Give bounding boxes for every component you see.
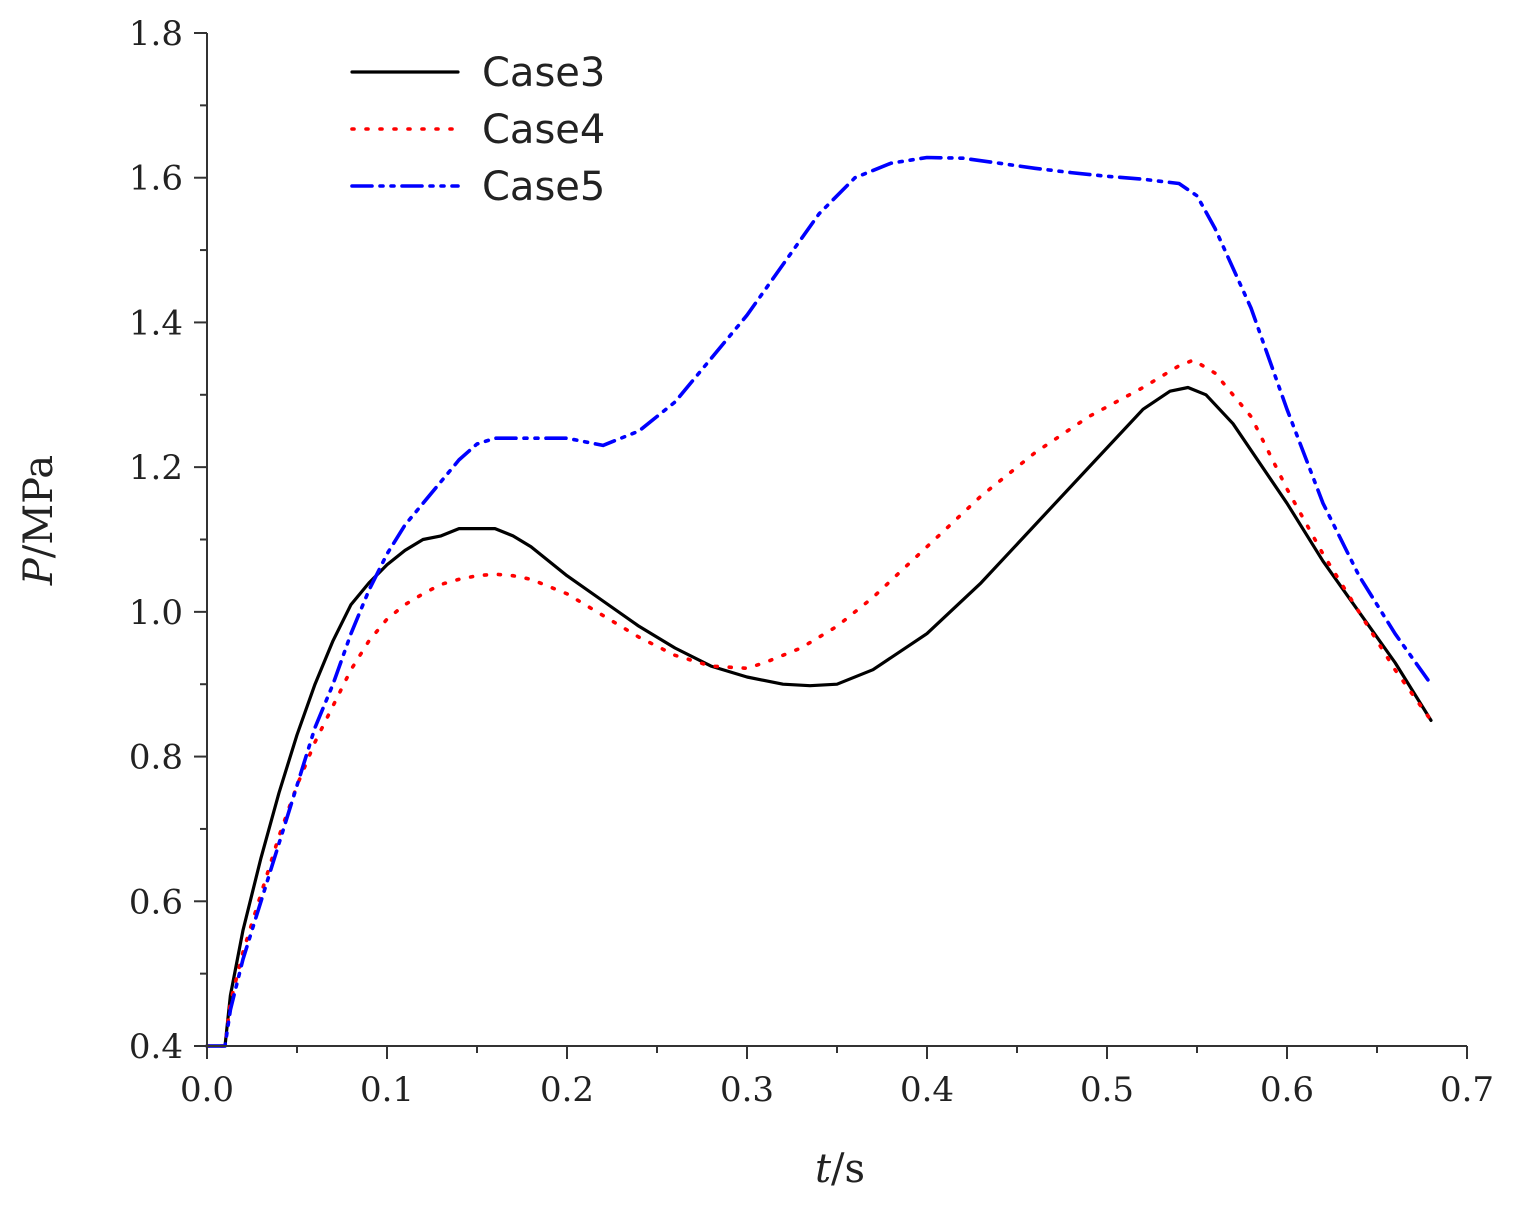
y-tick-label: 0.6: [129, 882, 183, 922]
x-axis-unit: /s: [831, 1146, 865, 1192]
series-line-case4: [205, 358, 1433, 1048]
y-axis-title: P/MPa: [16, 455, 62, 586]
x-tick-label: 0.6: [1260, 1070, 1314, 1110]
x-tick-label: 0.1: [360, 1070, 414, 1110]
x-axis-variable: t: [815, 1146, 832, 1192]
axes: 0.0 0.1 0.2 0.3 0.4 0.5 0.6 0.7 0.4 0.6 0.8 1.0 1.2 1…: [129, 14, 1494, 1110]
y-tick-label: 1.4: [129, 303, 183, 343]
legend: Case3 Case4 Case5: [350, 50, 605, 210]
y-axis-variable: P: [16, 557, 62, 586]
series-line-case3: [205, 385, 1433, 1048]
y-tick-label: 0.8: [129, 738, 183, 778]
x-tick-label: 0.7: [1440, 1070, 1494, 1110]
x-axis-title: t/s: [815, 1146, 865, 1192]
legend-label-case4: Case4: [482, 107, 605, 153]
y-tick-label: 1.0: [129, 593, 183, 633]
y-tick-label: 1.8: [129, 14, 183, 54]
x-tick-label: 0.4: [900, 1070, 954, 1110]
x-tick-label: 0.0: [180, 1070, 234, 1110]
legend-label-case5: Case5: [482, 164, 605, 210]
x-tick-label: 0.5: [1080, 1070, 1134, 1110]
series-line-case5: [205, 155, 1433, 1048]
y-axis-unit: /MPa: [16, 455, 62, 558]
series-lines: [205, 155, 1433, 1048]
x-tick-label: 0.2: [540, 1070, 594, 1110]
x-tick-label: 0.3: [720, 1070, 774, 1110]
y-tick-label: 1.2: [129, 448, 183, 488]
y-tick-label: 0.4: [129, 1027, 183, 1067]
legend-label-case3: Case3: [482, 50, 605, 96]
y-tick-label: 1.6: [129, 159, 183, 199]
